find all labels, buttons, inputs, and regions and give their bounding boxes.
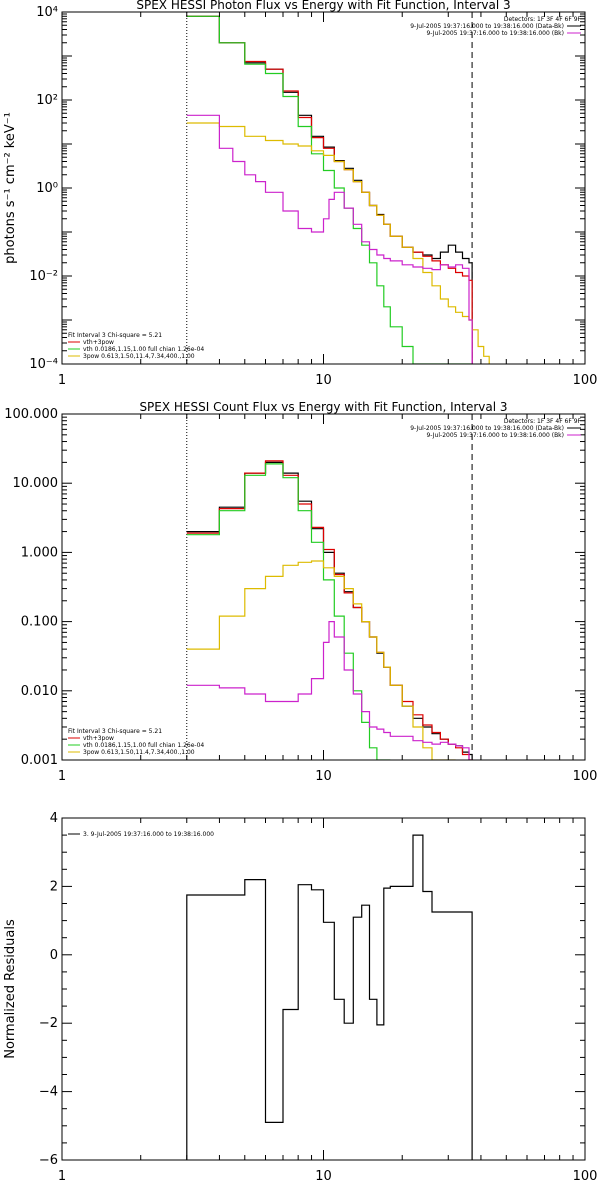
x-tick-label: 1 xyxy=(58,373,66,388)
legend-entry: 9-Jul-2005 19:37:16.000 to 19:38:16.000 … xyxy=(426,30,564,37)
y-tick-label: 0 xyxy=(50,948,58,963)
legend-entry: 3pow 0.613,1.50,11.4,7.34,400.,1.00 xyxy=(83,353,195,360)
legend-entry: vth 0.0186,1.15,1.00 full chian 1.26e-04 xyxy=(83,742,204,749)
y-tick-label: 2 xyxy=(50,879,58,894)
axis-frame xyxy=(61,817,586,1161)
y-axis-label: photons s⁻¹ cm⁻² keV⁻¹ xyxy=(3,112,18,264)
y-tick-label: 10⁰ xyxy=(36,181,58,196)
legend-top-left: 3. 9-Jul-2005 19:37:16.000 to 19:38:16.0… xyxy=(68,831,214,838)
legend-bottom-left: Fit Interval 3 Chi-square = 5.21vth+3pow… xyxy=(68,332,204,360)
legend-entry: 9-Jul-2005 19:37:16.000 to 19:38:16.000 … xyxy=(410,425,564,432)
y-tick-label: 0.001 xyxy=(21,753,58,768)
series-vth-3pow xyxy=(186,15,473,364)
x-tick-label: 10 xyxy=(315,1169,332,1184)
y-tick-label: −4 xyxy=(39,1085,58,1100)
chart-1: 1 10 100 10⁻⁴ 10⁻² 10⁰ 10² 10⁴ SPEX HESSI Photon… xyxy=(3,0,597,388)
legend-top-right: Detectors: 1F 3F 4F 6F 9F9-Jul-2005 19:3… xyxy=(410,16,581,37)
legend-header: Fit Interval 3 Chi-square = 5.21 xyxy=(68,332,162,339)
legend-entry: 9-Jul-2005 19:37:16.000 to 19:38:16.000 … xyxy=(410,23,564,30)
chart-title: SPEX HESSI Count Flux vs Energy with Fit… xyxy=(139,400,507,414)
series-bk xyxy=(186,621,473,760)
legend-header: Fit Interval 3 Chi-square = 5.21 xyxy=(68,728,162,735)
legend-entry: vth+3pow xyxy=(83,735,114,742)
y-tick-label: 10.000 xyxy=(13,476,59,491)
y-tick-label: 10⁴ xyxy=(36,5,58,20)
series-group xyxy=(186,15,490,364)
legend-bottom-left: Fit Interval 3 Chi-square = 5.21vth+3pow… xyxy=(68,728,204,756)
legend-header: Detectors: 1F 3F 4F 6F 9F xyxy=(504,16,582,23)
y-tick-label: 10⁻² xyxy=(29,269,58,284)
x-tick-label: 10 xyxy=(315,373,332,388)
x-tick-label: 100 xyxy=(573,373,598,388)
legend-entry: 3. 9-Jul-2005 19:37:16.000 to 19:38:16.0… xyxy=(83,831,214,838)
series-vth-3pow xyxy=(186,460,473,760)
x-tick-label: 10 xyxy=(315,769,332,784)
series-group xyxy=(186,460,473,760)
axis-frame xyxy=(61,413,586,761)
series-data-bk xyxy=(186,461,473,760)
series-vth xyxy=(186,463,391,760)
chart-2: 1 10 100 0.001 0.010 0.100 1.000 10.000 100.000 S… xyxy=(4,400,597,784)
y-axis-label: Normalized Residuals xyxy=(3,919,18,1059)
series-vth xyxy=(186,15,473,364)
x-tick-label: 100 xyxy=(573,1169,598,1184)
legend-entry: vth 0.0186,1.15,1.00 full chian 1.26e-04 xyxy=(83,346,204,353)
y-tick-label: 4 xyxy=(50,811,58,826)
series-3pow xyxy=(186,122,490,364)
axis-frame xyxy=(61,11,586,365)
chart-3: 1 10 100 −6 −4 −2 0 2 4 Normalized Residuals 3. 9-… xyxy=(3,811,597,1184)
series-residuals xyxy=(186,834,473,1160)
y-tick-label: 100.000 xyxy=(4,407,58,422)
series-3pow xyxy=(186,560,456,760)
legend-entry: 3pow 0.613,1.50,11.4,7.34,400.,1.00 xyxy=(83,749,195,756)
legend-top-right: Detectors: 1F 3F 4F 6F 9F9-Jul-2005 19:3… xyxy=(410,418,581,439)
legend-header: Detectors: 1F 3F 4F 6F 9F xyxy=(504,418,582,425)
y-tick-label: 0.100 xyxy=(21,615,58,630)
series-data-bk xyxy=(186,15,473,364)
x-tick-label: 1 xyxy=(58,769,66,784)
legend-entry: 9-Jul-2005 19:37:16.000 to 19:38:16.000 … xyxy=(426,432,564,439)
x-tick-label: 100 xyxy=(573,769,598,784)
x-tick-label: 1 xyxy=(58,1169,66,1184)
series-group xyxy=(186,834,473,1160)
chart-title: SPEX HESSI Photon Flux vs Energy with Fi… xyxy=(136,0,510,12)
y-tick-label: 10² xyxy=(36,93,58,108)
legend-entry: vth+3pow xyxy=(83,339,114,346)
y-tick-label: 0.010 xyxy=(21,684,58,699)
y-tick-label: 10⁻⁴ xyxy=(29,357,58,372)
y-tick-label: 1.000 xyxy=(21,545,58,560)
y-tick-label: −2 xyxy=(39,1016,58,1031)
series-bk xyxy=(186,114,473,364)
y-tick-label: −6 xyxy=(39,1153,58,1168)
